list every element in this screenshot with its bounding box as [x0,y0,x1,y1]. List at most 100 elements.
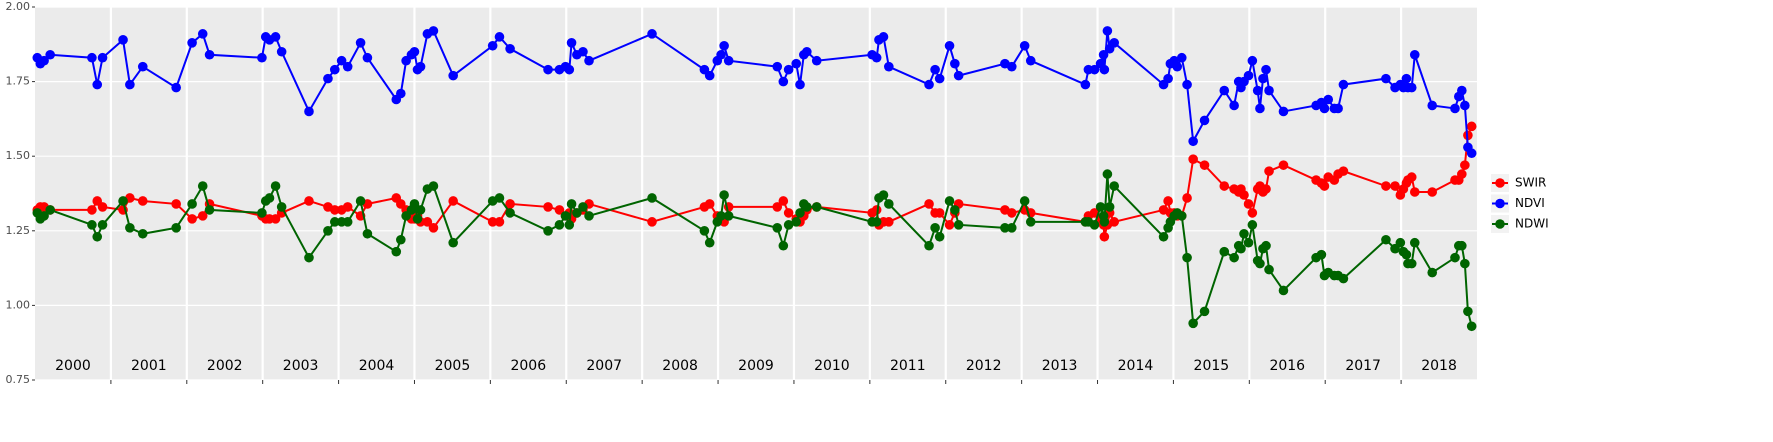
legend-label: NDVI [1515,196,1545,210]
data-point [944,196,955,206]
data-point [716,211,726,221]
data-point [355,196,366,206]
data-point [795,208,805,218]
data-point [930,223,940,233]
data-point [1406,172,1417,182]
data-point [1406,258,1417,269]
data-point [543,226,553,236]
data-point [1409,237,1420,248]
data-point [1219,181,1230,191]
data-point [723,211,734,221]
data-point [564,220,575,230]
data-point [1229,100,1239,111]
data-point [171,199,181,209]
data-point [1457,240,1467,251]
data-point [1243,237,1254,248]
data-point [953,220,964,230]
data-point [1409,49,1420,60]
data-point [1089,220,1100,230]
data-point [1466,121,1477,132]
data-point [1255,103,1265,114]
data-point [950,205,960,215]
data-point [1460,258,1470,269]
data-point [1099,231,1110,242]
data-point [1247,55,1258,66]
data-point [1199,115,1210,126]
data-point [884,199,894,209]
data-point [487,40,498,51]
data-point [1278,285,1289,296]
data-point [1247,220,1258,230]
year-label: 2011 [890,358,926,374]
data-point [1099,217,1110,227]
data-point [924,240,934,251]
data-point [1457,85,1467,96]
data-point [1381,234,1391,245]
data-point [342,217,353,227]
data-point [924,199,934,209]
data-point [554,205,565,215]
data-point [1006,223,1017,233]
data-point [543,64,553,75]
data-point [137,196,148,206]
data-point [1261,64,1271,75]
year-label: 2003 [283,358,319,374]
data-point [125,223,135,233]
data-point [1252,85,1263,96]
data-point [355,38,366,48]
data-point [704,237,715,248]
data-point [1172,61,1183,72]
data-point [1390,181,1400,191]
year-label: 2014 [1118,358,1154,374]
data-point [257,52,267,63]
year-label: 2006 [510,358,546,374]
data-point [329,205,340,215]
data-point [1219,85,1230,96]
data-point [257,208,267,218]
data-point [494,193,505,203]
data-point [564,64,575,75]
year-label: 2010 [814,358,850,374]
data-point [1182,79,1192,90]
data-point [783,208,794,218]
data-point [871,205,882,215]
year-label: 2017 [1345,358,1381,374]
data-point [412,214,423,224]
data-point [505,208,515,218]
data-point [1381,73,1391,84]
data-point [1182,193,1192,203]
data-point [1258,73,1268,84]
data-point [505,199,515,209]
data-point [1261,240,1271,251]
data-point [270,181,281,191]
data-point [934,208,945,218]
data-point [884,61,894,72]
year-label: 2005 [435,358,471,374]
data-point [871,217,882,227]
data-point [772,223,783,233]
data-point [1460,160,1470,170]
data-point [1427,100,1438,111]
data-point [772,61,783,72]
data-point [329,64,340,75]
data-point [396,234,406,245]
data-point [1278,106,1289,117]
data-point [1163,73,1173,84]
data-point [45,49,55,60]
y-tick-label: 2.00 [6,0,31,13]
year-label: 2009 [738,358,774,374]
data-point [1006,208,1017,218]
data-point [415,205,426,215]
data-point [778,240,789,251]
data-point [87,205,97,215]
data-point [87,52,97,63]
year-label: 2001 [131,358,167,374]
data-point [137,228,148,239]
data-point [391,246,402,257]
data-point [97,52,108,63]
data-point [415,61,426,72]
data-point [1457,169,1467,179]
data-point [409,199,420,209]
data-point [45,205,55,215]
